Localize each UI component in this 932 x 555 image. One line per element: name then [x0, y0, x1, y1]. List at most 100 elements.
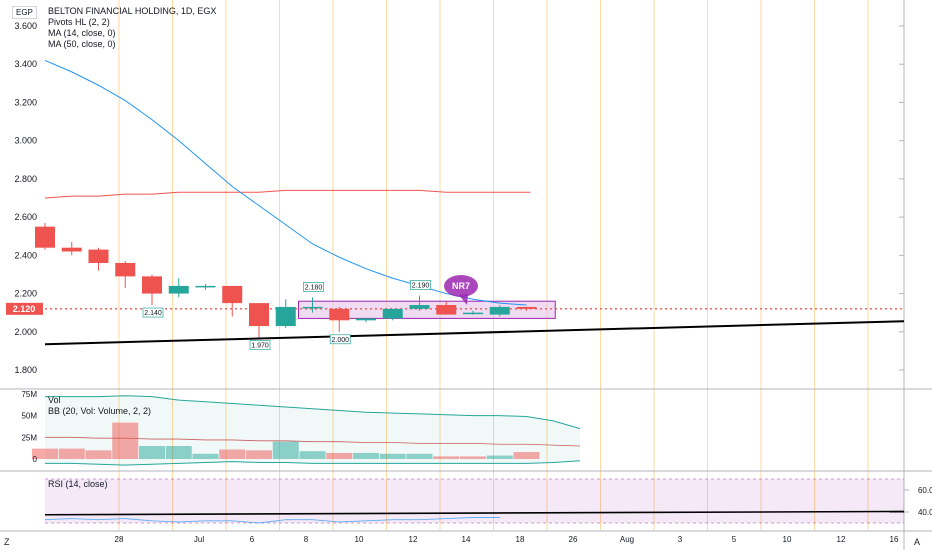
candle[interactable]	[222, 285, 243, 304]
candle[interactable]	[489, 306, 510, 315]
price-tick-label: 3.000	[14, 136, 37, 146]
candle[interactable]	[195, 285, 216, 288]
rsi-tick-label: 40.00	[918, 508, 932, 517]
price-pane[interactable]: 2.140 1.970 2.180 2.000 2.190 NR7	[35, 59, 905, 350]
price-tick-label: 2.400	[14, 250, 37, 260]
indicator-pivots[interactable]: Pivots HL (2, 2)	[48, 17, 110, 27]
rsi-line[interactable]	[44, 517, 500, 524]
ma14-line[interactable]	[44, 59, 527, 306]
volume-bar[interactable]	[513, 452, 540, 459]
volume-bar[interactable]	[353, 452, 379, 459]
time-tick-label: 12	[837, 535, 846, 544]
bb-lower-line[interactable]	[45, 460, 581, 466]
volume-tick-label: 50M	[21, 412, 37, 421]
volume-bar[interactable]	[112, 422, 139, 459]
last-price-value: 2.120	[13, 304, 36, 314]
volume-bar[interactable]	[58, 448, 85, 459]
time-tick-label: 18	[516, 535, 525, 544]
volume-bar[interactable]	[326, 452, 353, 459]
rsi-legend: RSI (14, close)	[48, 479, 108, 490]
auto-scale-corner[interactable]: A	[914, 537, 921, 547]
pivot-label: 2.190	[412, 282, 430, 289]
volume-bar[interactable]	[246, 450, 272, 459]
candle[interactable]	[302, 306, 323, 309]
zoom-reset-corner[interactable]: Z	[4, 537, 10, 547]
time-tick-label: 10	[783, 535, 792, 544]
nr7-bubble-tail	[459, 294, 468, 305]
candle[interactable]	[61, 247, 82, 252]
volume-bar[interactable]	[165, 446, 192, 459]
candle[interactable]	[35, 226, 55, 248]
price-tick-label: 2.200	[14, 289, 37, 299]
candle[interactable]	[168, 285, 189, 294]
candle[interactable]	[436, 305, 457, 315]
candle[interactable]	[275, 306, 296, 327]
indicator-rsi[interactable]: RSI (14, close)	[48, 479, 108, 489]
volume-bar[interactable]	[85, 450, 112, 459]
trendline[interactable]	[44, 320, 905, 346]
ma50-line[interactable]	[44, 189, 531, 199]
volume-bar[interactable]	[379, 453, 406, 459]
last-price-badge	[6, 302, 43, 315]
time-tick-label: 14	[462, 535, 471, 544]
volume-bar[interactable]	[192, 453, 219, 459]
axes-layer[interactable]: 3.600 3.400 3.200 3.000 2.800 2.600 2.400 2.200…	[6, 21, 932, 544]
indicator-ma14[interactable]: MA (14, close, 0)	[48, 28, 116, 38]
volume-pane[interactable]	[32, 395, 581, 466]
candle[interactable]	[463, 312, 483, 315]
volume-bar[interactable]	[219, 449, 246, 459]
time-tick-label: 28	[115, 535, 124, 544]
pivot-label: 1.970	[251, 343, 269, 350]
pivot-label-box	[410, 280, 431, 290]
currency-label: EGP	[12, 6, 37, 19]
pivot-label: 2.180	[305, 284, 323, 291]
price-tick-label: 2.000	[14, 327, 37, 337]
price-tick-label: 2.800	[14, 174, 37, 184]
rsi-pane[interactable]	[44, 478, 905, 524]
time-tick-label: 10	[355, 535, 364, 544]
pivot-label-box	[329, 334, 351, 345]
time-tick-label: 8	[304, 535, 309, 544]
candle[interactable]	[329, 308, 350, 321]
volume-bar[interactable]	[139, 446, 165, 459]
volume-bar[interactable]	[486, 455, 513, 459]
price-tick-label: 3.200	[14, 97, 37, 107]
volume-tick-label: 0	[33, 455, 38, 464]
symbol-title[interactable]: BELTON FINANCIAL HOLDING, 1D, EGX	[48, 6, 217, 16]
volume-bar[interactable]	[460, 456, 486, 459]
nr7-label: NR7	[452, 281, 470, 291]
indicator-vol[interactable]: Vol	[48, 395, 61, 405]
volume-bar[interactable]	[299, 451, 326, 459]
price-tick-label: 2.600	[14, 212, 37, 222]
nr7-bubble[interactable]	[444, 275, 478, 297]
candle[interactable]	[88, 249, 109, 263]
volume-bar[interactable]	[406, 453, 433, 459]
pivot-label: 2.000	[331, 337, 349, 344]
pivot-label: 2.140	[144, 310, 162, 317]
rsi-band	[45, 479, 904, 523]
candle[interactable]	[356, 318, 376, 321]
time-tick-label: 12	[409, 535, 418, 544]
volume-bar[interactable]	[433, 456, 460, 459]
candle[interactable]	[382, 308, 403, 319]
price-tick-label: 1.800	[14, 365, 37, 375]
candle[interactable]	[409, 305, 430, 309]
volume-tick-label: 25M	[21, 433, 37, 442]
candle[interactable]	[115, 262, 136, 277]
candle[interactable]	[142, 276, 162, 294]
indicator-ma50[interactable]: MA (50, close, 0)	[48, 39, 116, 49]
volume-bar[interactable]	[272, 441, 299, 459]
candle[interactable]	[516, 306, 537, 309]
rsi-tick-label: 60.00	[918, 486, 932, 495]
volume-bar[interactable]	[32, 448, 58, 459]
pivot-label-box	[303, 282, 324, 292]
price-tick-label: 3.400	[14, 59, 37, 69]
indicator-bb[interactable]: BB (20, Vol: Volume, 2, 2)	[48, 406, 152, 416]
candle[interactable]	[249, 303, 269, 327]
rsi-trendline[interactable]	[44, 510, 905, 516]
bb-upper-line[interactable]	[45, 395, 581, 430]
price-legend: BELTON FINANCIAL HOLDING, 1D, EGX Pivots…	[48, 6, 216, 50]
